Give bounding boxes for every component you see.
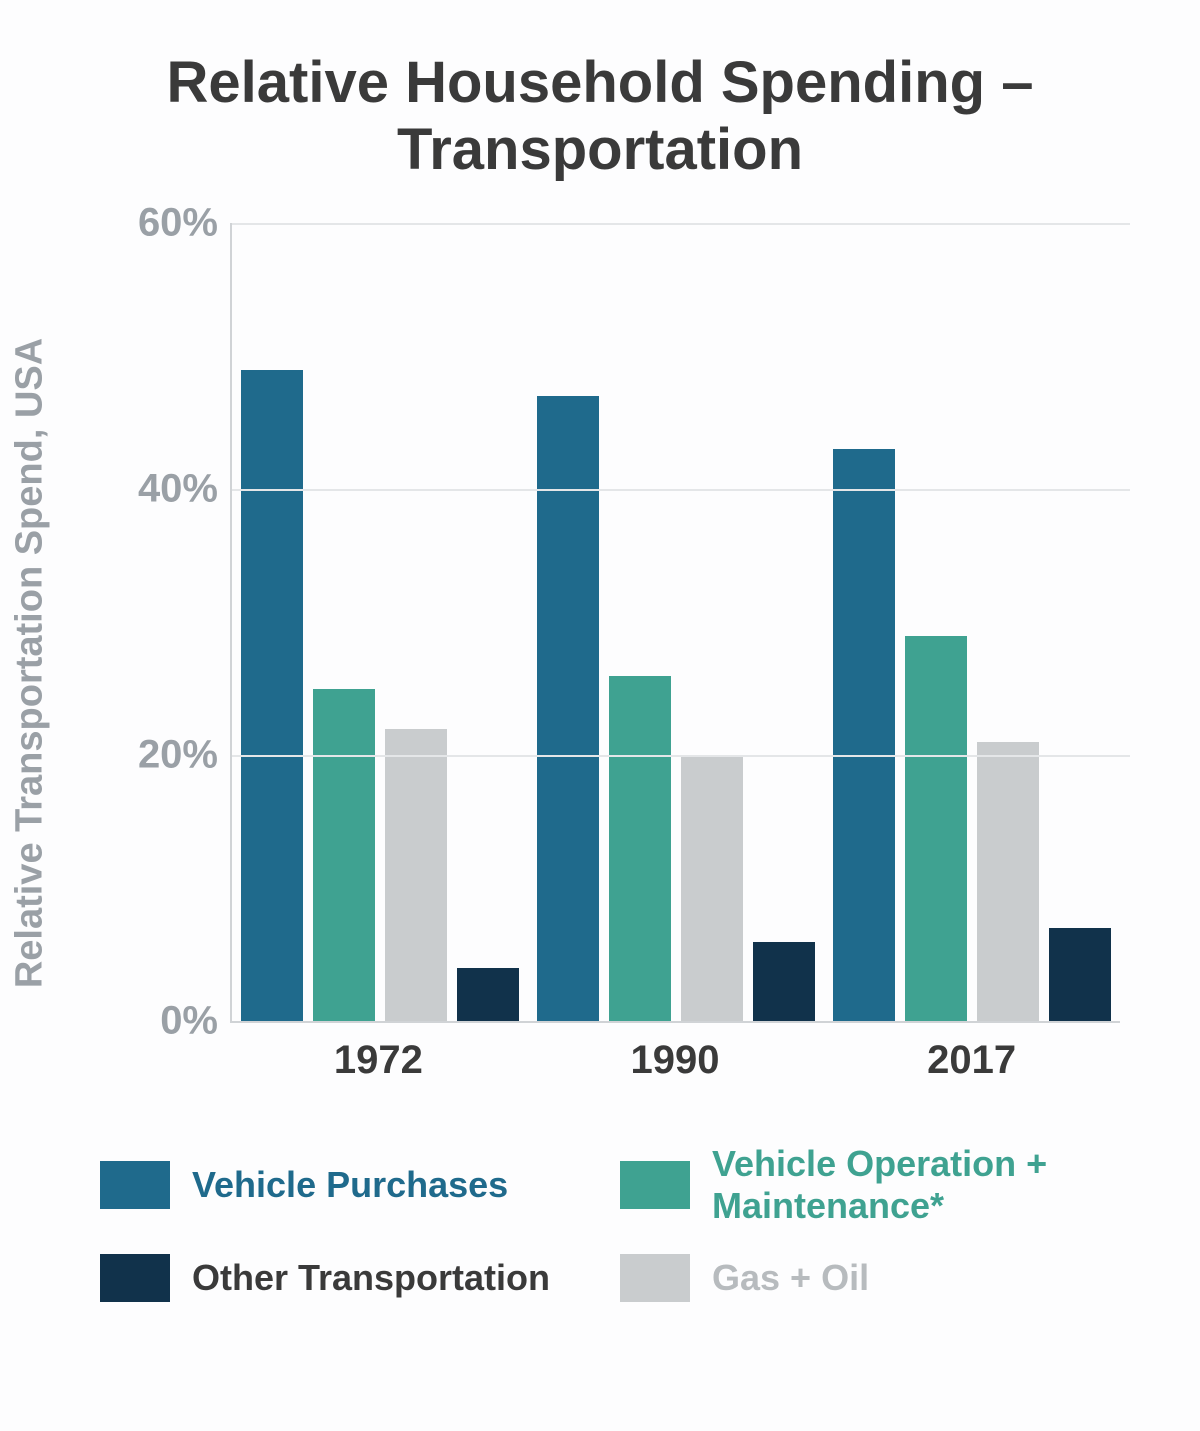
legend-swatch xyxy=(100,1161,170,1209)
legend-item-other_transport: Other Transportation xyxy=(100,1254,580,1302)
bar-group xyxy=(537,223,815,1021)
x-axis-labels: 1972 1990 2017 xyxy=(230,1038,1120,1083)
y-tick-label: 0% xyxy=(160,999,218,1044)
bar-vehicle_op_maint xyxy=(313,689,375,1022)
bar-gas_oil xyxy=(977,742,1039,1021)
legend: Vehicle Purchases Vehicle Operation + Mai… xyxy=(100,1143,1100,1302)
legend-label: Gas + Oil xyxy=(712,1257,869,1298)
plot-area: 0%20%40%60% xyxy=(230,223,1120,1023)
bar-group xyxy=(241,223,519,1021)
legend-swatch xyxy=(100,1254,170,1302)
x-tick-label: 2017 xyxy=(927,1038,1016,1083)
bar-vehicle_purchases xyxy=(241,370,303,1022)
chart-frame: Relative Household Spending – Transporta… xyxy=(0,0,1200,1431)
bar-vehicle_op_maint xyxy=(905,636,967,1022)
x-tick-label: 1972 xyxy=(334,1038,423,1083)
bar-other_transport xyxy=(457,968,519,1021)
bar-groups xyxy=(232,223,1120,1021)
gridline xyxy=(232,223,1130,225)
y-tick-label: 20% xyxy=(138,733,218,778)
chart-title: Relative Household Spending – Transporta… xyxy=(75,50,1125,183)
bar-gas_oil xyxy=(385,729,447,1022)
bar-gas_oil xyxy=(681,755,743,1021)
y-tick-label: 40% xyxy=(138,467,218,512)
gridline xyxy=(232,755,1130,757)
chart-area: Relative Transportation Spend, USA 0%20%… xyxy=(50,213,1150,1113)
legend-item-vehicle_purchases: Vehicle Purchases xyxy=(100,1143,580,1226)
legend-label: Vehicle Operation + Maintenance* xyxy=(712,1143,1100,1226)
gridline xyxy=(232,489,1130,491)
legend-label: Vehicle Purchases xyxy=(192,1164,508,1205)
bar-group xyxy=(833,223,1111,1021)
bar-other_transport xyxy=(1049,928,1111,1021)
bar-vehicle_purchases xyxy=(833,449,895,1021)
legend-item-vehicle_op_maint: Vehicle Operation + Maintenance* xyxy=(620,1143,1100,1226)
y-axis-title: Relative Transportation Spend, USA xyxy=(9,338,52,988)
legend-swatch xyxy=(620,1161,690,1209)
legend-item-gas_oil: Gas + Oil xyxy=(620,1254,1100,1302)
y-tick-label: 60% xyxy=(138,201,218,246)
x-tick-label: 1990 xyxy=(630,1038,719,1083)
bar-vehicle_op_maint xyxy=(609,676,671,1022)
legend-swatch xyxy=(620,1254,690,1302)
legend-label: Other Transportation xyxy=(192,1257,550,1298)
bar-other_transport xyxy=(753,942,815,1022)
